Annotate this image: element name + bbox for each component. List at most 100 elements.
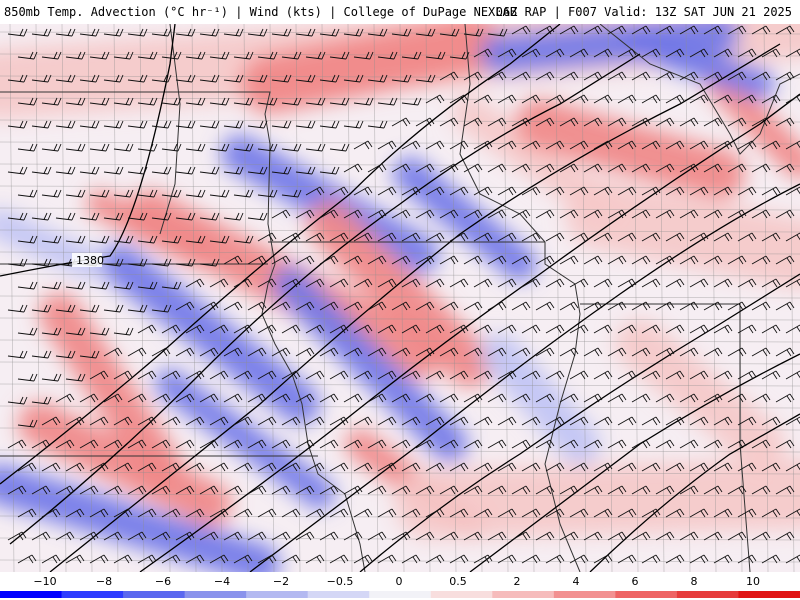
wind-barb [607, 393, 627, 403]
wind-barb [199, 393, 219, 403]
wind-barb [415, 301, 435, 311]
wind-barb [545, 554, 565, 564]
wind-barb [199, 531, 219, 541]
wind-barb [41, 373, 62, 382]
county-line [217, 24, 223, 572]
wind-barb [31, 28, 52, 37]
advection-band [393, 157, 537, 281]
county-line [0, 471, 800, 475]
wind-barb [343, 347, 363, 357]
wind-barb [583, 25, 603, 35]
wind-barb [401, 186, 421, 196]
wind-barb [31, 531, 51, 541]
height-contour [49, 43, 781, 572]
wind-barb [415, 117, 435, 127]
wind-barb [295, 209, 315, 219]
wind-barb [665, 554, 685, 564]
wind-barb [703, 531, 723, 541]
wind-barb [487, 255, 507, 265]
wind-barb [31, 396, 52, 405]
wind-barb [247, 347, 267, 357]
wind-barb [535, 301, 555, 311]
wind-barb [631, 347, 651, 357]
wind-barb [631, 209, 651, 219]
county-line [0, 449, 800, 453]
wind-barb [463, 28, 484, 37]
wind-barb [713, 48, 733, 58]
wind-barb [127, 531, 147, 541]
wind-barb [727, 393, 747, 403]
wind-barb [511, 117, 531, 127]
wind-barb [775, 71, 795, 81]
wind-barb [751, 347, 771, 357]
height-contour [249, 183, 800, 572]
wind-barb [439, 28, 460, 37]
wind-barb [401, 462, 421, 472]
wind-barb [583, 301, 603, 311]
wind-barb [497, 462, 517, 472]
wind-barb [689, 508, 709, 518]
wind-barb [319, 28, 340, 37]
wind-barb [17, 554, 37, 564]
wind-barb [737, 232, 757, 242]
wind-barb [55, 28, 76, 37]
wind-barb [473, 140, 493, 150]
wind-barb [65, 189, 86, 198]
wind-barb [65, 416, 85, 426]
wind-barb [343, 301, 363, 311]
wind-barb [199, 166, 220, 175]
wind-barb [103, 120, 124, 129]
wind-barb [559, 393, 579, 403]
wind-barb [103, 393, 123, 403]
wind-barb [367, 485, 387, 495]
wind-barb [463, 393, 483, 403]
wind-barb [641, 278, 661, 288]
wind-barb [655, 393, 675, 403]
wind-barb [233, 97, 254, 106]
wind-barb [113, 189, 134, 198]
wind-barb [559, 71, 579, 81]
wind-barb [751, 301, 771, 311]
wind-barb [655, 485, 675, 495]
wind-barb [473, 554, 493, 564]
wind-barb [127, 120, 148, 129]
wind-barb [449, 140, 469, 150]
wind-barb [353, 97, 374, 106]
wind-barb [415, 439, 435, 449]
wind-barb [737, 48, 757, 58]
county-line [61, 24, 67, 572]
wind-barb [641, 462, 661, 472]
wind-barb [751, 439, 771, 449]
wind-barb [511, 25, 531, 35]
legend-tick-label: −4 [213, 575, 231, 588]
wind-barb [401, 97, 422, 106]
wind-barb [737, 416, 757, 426]
wind-barb [617, 508, 637, 518]
wind-barb [559, 25, 579, 35]
wind-barb [233, 235, 254, 244]
wind-barb [521, 48, 541, 58]
wind-barb [631, 485, 651, 495]
wind-barb [377, 554, 397, 564]
wind-barb [727, 485, 747, 495]
wind-barb [617, 232, 637, 242]
wind-barb [17, 189, 38, 198]
wind-barb [593, 186, 613, 196]
wind-barb [665, 186, 685, 196]
county-line [0, 273, 800, 277]
wind-barb [391, 117, 411, 127]
wind-barb [665, 370, 685, 380]
wind-barb [295, 28, 316, 37]
wind-barb [343, 163, 363, 173]
wind-barb [353, 232, 373, 242]
wind-barb [545, 278, 565, 288]
wind-barb [151, 347, 171, 357]
wind-barb [679, 71, 699, 81]
wind-barb [593, 324, 613, 334]
wind-barb [319, 74, 340, 83]
wind-barb [41, 508, 61, 518]
wind-barb [377, 462, 397, 472]
colorbar-cell [676, 591, 740, 598]
wind-barb [737, 140, 757, 150]
wind-barb [329, 278, 349, 288]
